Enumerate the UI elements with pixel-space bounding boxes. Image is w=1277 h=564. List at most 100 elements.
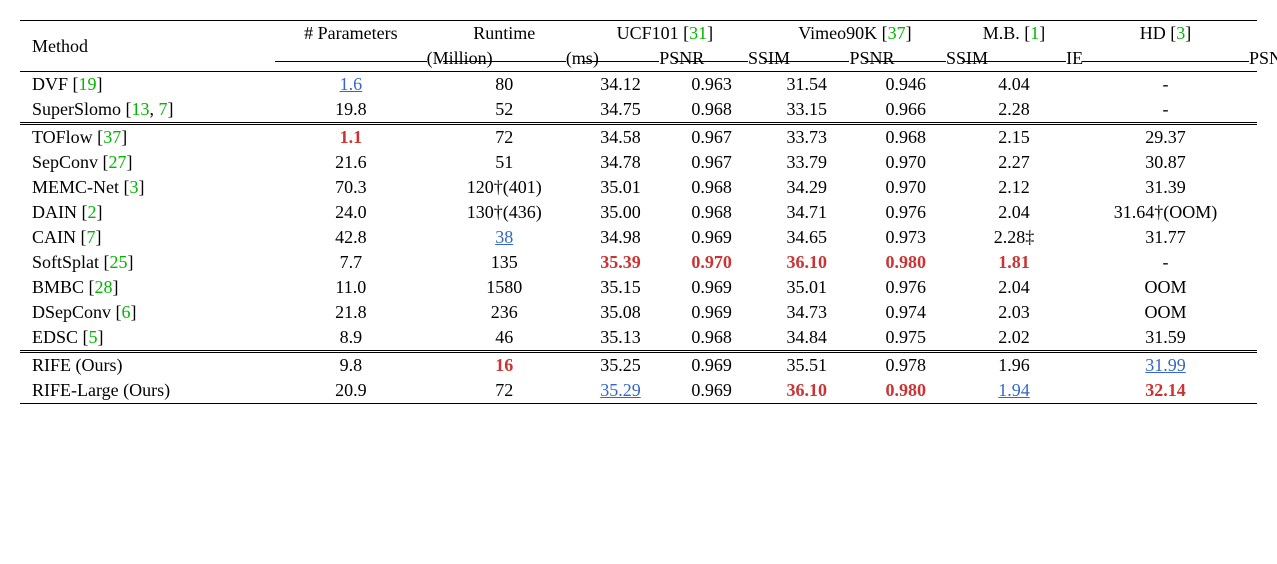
cell-vim-ssim: 0.980 (857, 378, 954, 404)
cell-vim-psnr: 36.10 (756, 250, 857, 275)
cell-method: DVF [19] (20, 72, 267, 98)
cell-params: 70.3 (267, 175, 434, 200)
cell-mb-ie: 4.04 (954, 72, 1074, 98)
cell-ucf-ssim: 0.968 (667, 175, 756, 200)
cell-method: RIFE (Ours) (20, 352, 267, 379)
col-vimeo-header: Vimeo90K [37] (756, 21, 954, 47)
table-row: SepConv [27]21.65134.780.96733.790.9702.… (20, 150, 1257, 175)
col-ucf-psnr: PSNR (574, 46, 667, 72)
cell-vim-psnr: 33.73 (756, 124, 857, 151)
cell-vim-ssim: 0.970 (857, 175, 954, 200)
cell-runtime: 38 (435, 225, 574, 250)
cell-vim-psnr: 34.73 (756, 300, 857, 325)
cell-hd-psnr: - (1074, 250, 1257, 275)
cell-ucf-ssim: 0.967 (667, 150, 756, 175)
col-ucf101-header: UCF101 [31] (574, 21, 756, 47)
cell-vim-ssim: 0.978 (857, 352, 954, 379)
cell-ucf-ssim: 0.969 (667, 378, 756, 404)
cell-runtime: 72 (435, 378, 574, 404)
cell-ucf-psnr: 34.75 (574, 97, 667, 124)
cell-ucf-psnr: 35.25 (574, 352, 667, 379)
cell-vim-psnr: 35.01 (756, 275, 857, 300)
col-method-header: Method (20, 21, 267, 72)
cell-ucf-ssim: 0.969 (667, 275, 756, 300)
cell-ucf-ssim: 0.967 (667, 124, 756, 151)
cell-ucf-psnr: 34.12 (574, 72, 667, 98)
cell-ucf-psnr: 35.29 (574, 378, 667, 404)
cell-vim-psnr: 34.29 (756, 175, 857, 200)
cell-mb-ie: 2.28 (954, 97, 1074, 124)
cell-vim-ssim: 0.976 (857, 200, 954, 225)
table-row: MEMC-Net [3]70.3120†(401)35.010.96834.29… (20, 175, 1257, 200)
cell-hd-psnr: - (1074, 72, 1257, 98)
cell-params: 9.8 (267, 352, 434, 379)
cell-vim-ssim: 0.968 (857, 124, 954, 151)
cell-mb-ie: 2.04 (954, 275, 1074, 300)
cell-method: DSepConv [6] (20, 300, 267, 325)
table-row: DSepConv [6]21.823635.080.96934.730.9742… (20, 300, 1257, 325)
cell-vim-ssim: 0.976 (857, 275, 954, 300)
cell-mb-ie: 2.02 (954, 325, 1074, 352)
cell-ucf-ssim: 0.969 (667, 352, 756, 379)
cell-ucf-psnr: 34.78 (574, 150, 667, 175)
cell-ucf-psnr: 34.98 (574, 225, 667, 250)
cell-vim-psnr: 33.79 (756, 150, 857, 175)
cell-runtime: 51 (435, 150, 574, 175)
cell-hd-psnr: 31.64†(OOM) (1074, 200, 1257, 225)
cell-method: BMBC [28] (20, 275, 267, 300)
cell-runtime: 46 (435, 325, 574, 352)
col-mb-header: M.B. [1] (954, 21, 1074, 47)
cell-vim-psnr: 34.84 (756, 325, 857, 352)
col-params-bot: (Million) (267, 46, 434, 72)
cell-ucf-psnr: 35.39 (574, 250, 667, 275)
cell-params: 42.8 (267, 225, 434, 250)
cell-mb-ie: 2.04 (954, 200, 1074, 225)
cell-params: 21.8 (267, 300, 434, 325)
cell-hd-psnr: 30.87 (1074, 150, 1257, 175)
cell-mb-ie: 2.27 (954, 150, 1074, 175)
col-mb-ie: IE (954, 46, 1074, 72)
col-hd-header: HD [3] (1074, 21, 1257, 47)
cell-hd-psnr: 29.37 (1074, 124, 1257, 151)
cell-hd-psnr: - (1074, 97, 1257, 124)
cell-vim-ssim: 0.975 (857, 325, 954, 352)
table-row: EDSC [5]8.94635.130.96834.840.9752.0231.… (20, 325, 1257, 352)
cell-params: 20.9 (267, 378, 434, 404)
cell-vim-ssim: 0.970 (857, 150, 954, 175)
col-vim-psnr: PSNR (756, 46, 857, 72)
cell-vim-ssim: 0.974 (857, 300, 954, 325)
table-row: RIFE-Large (Ours)20.97235.290.96936.100.… (20, 378, 1257, 404)
cell-mb-ie: 1.96 (954, 352, 1074, 379)
cell-ucf-psnr: 35.01 (574, 175, 667, 200)
table-row: DAIN [2]24.0130†(436)35.000.96834.710.97… (20, 200, 1257, 225)
table-row: DVF [19]1.68034.120.96331.540.9464.04- (20, 72, 1257, 98)
cell-ucf-ssim: 0.969 (667, 300, 756, 325)
cell-hd-psnr: OOM (1074, 300, 1257, 325)
cell-vim-psnr: 34.65 (756, 225, 857, 250)
cell-vim-psnr: 34.71 (756, 200, 857, 225)
cell-mb-ie: 1.94 (954, 378, 1074, 404)
cell-method: TOFlow [37] (20, 124, 267, 151)
cell-ucf-ssim: 0.970 (667, 250, 756, 275)
cell-vim-psnr: 35.51 (756, 352, 857, 379)
cell-params: 11.0 (267, 275, 434, 300)
cell-ucf-psnr: 34.58 (574, 124, 667, 151)
col-params-top: # Parameters (267, 21, 434, 47)
cell-method: MEMC-Net [3] (20, 175, 267, 200)
cell-ucf-psnr: 35.08 (574, 300, 667, 325)
cell-hd-psnr: OOM (1074, 275, 1257, 300)
col-hd-psnr: PSNR (1074, 46, 1257, 72)
cell-runtime: 80 (435, 72, 574, 98)
table-row: SuperSlomo [13, 7]19.85234.750.96833.150… (20, 97, 1257, 124)
cell-vim-ssim: 0.973 (857, 225, 954, 250)
cell-params: 1.6 (267, 72, 434, 98)
cell-method: RIFE-Large (Ours) (20, 378, 267, 404)
cell-ucf-ssim: 0.968 (667, 97, 756, 124)
cell-method: DAIN [2] (20, 200, 267, 225)
col-ucf-ssim: SSIM (667, 46, 756, 72)
cell-vim-ssim: 0.966 (857, 97, 954, 124)
cell-params: 1.1 (267, 124, 434, 151)
table-row: CAIN [7]42.83834.980.96934.650.9732.28‡3… (20, 225, 1257, 250)
cell-params: 8.9 (267, 325, 434, 352)
cell-hd-psnr: 32.14 (1074, 378, 1257, 404)
